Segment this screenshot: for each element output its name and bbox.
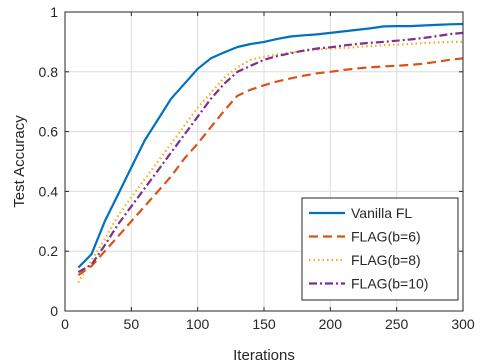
legend-label-2: FLAG(b=6) bbox=[351, 229, 421, 245]
legend: Vanilla FL FLAG(b=6) FLAG(b=8) FLAG(b=10) bbox=[301, 197, 459, 301]
series-line-2 bbox=[77, 57, 464, 277]
series-layer bbox=[77, 22, 464, 284]
x-tick-label: 200 bbox=[319, 316, 343, 332]
y-tick-label: 0.4 bbox=[39, 183, 59, 199]
y-axis-title: Test Accuracy bbox=[11, 115, 28, 208]
y-tick-label: 0.2 bbox=[39, 243, 59, 259]
y-tick-label: 0.6 bbox=[39, 124, 59, 140]
x-tick-label: 50 bbox=[124, 316, 140, 332]
x-tick-label: 0 bbox=[61, 316, 69, 332]
x-tick-label: 300 bbox=[451, 316, 475, 332]
legend-label-4: FLAG(b=10) bbox=[351, 276, 428, 292]
series-line-3 bbox=[77, 40, 463, 284]
legend-label-3: FLAG(b=8) bbox=[351, 252, 421, 268]
x-tick-label: 100 bbox=[186, 316, 210, 332]
x-axis-title: Iterations bbox=[233, 347, 295, 364]
series-line-1 bbox=[77, 22, 464, 269]
x-tick-label: 150 bbox=[252, 316, 276, 332]
axis-ticks: 0 50 100 150 200 250 300 0 0.2 0.4 0.6 0.8 1 bbox=[39, 4, 475, 332]
y-tick-label: 0 bbox=[50, 303, 58, 319]
y-tick-label: 0.8 bbox=[39, 64, 59, 80]
legend-label-1: Vanilla FL bbox=[351, 205, 412, 221]
x-tick-label: 250 bbox=[385, 316, 409, 332]
y-tick-label: 1 bbox=[50, 4, 58, 20]
series-line-4 bbox=[77, 31, 464, 274]
